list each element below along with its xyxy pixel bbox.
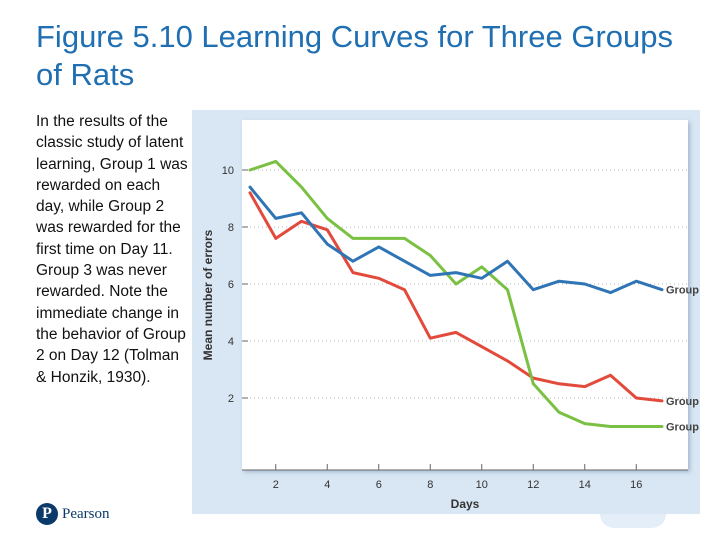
axis-ticks: 2 4 6 8 10 2 4 6 8 10 12 14 16 <box>222 165 643 491</box>
learning-curve-chart: 2 4 6 8 10 2 4 6 8 10 12 14 16 Group 1 Group 2 Group 3… <box>201 120 700 511</box>
x-tick-label: 14 <box>579 479 591 491</box>
x-tick-label: 2 <box>273 479 279 491</box>
series-labels: Group 1 Group 2 Group 3 <box>666 285 700 434</box>
pearson-logo: P Pearson <box>36 502 110 526</box>
slide-title: Figure 5.10 Learning Curves for Three Gr… <box>36 19 673 92</box>
chart-panel: 2 4 6 8 10 2 4 6 8 10 12 14 16 Group 1 Group 2 Group 3… <box>192 110 700 514</box>
series-label-group-2: Group 2 <box>666 422 700 434</box>
y-tick-label: 6 <box>228 279 234 291</box>
series-label-group-1: Group 1 <box>666 396 700 408</box>
y-tick-label: 8 <box>228 222 234 234</box>
pearson-logo-text: Pearson <box>62 505 110 522</box>
x-tick-label: 6 <box>376 479 382 491</box>
x-tick-label: 16 <box>630 479 642 491</box>
x-tick-label: 8 <box>427 479 433 491</box>
x-axis-label: Days <box>451 497 480 511</box>
plot-area <box>242 120 688 470</box>
y-tick-label: 10 <box>222 165 234 177</box>
x-tick-label: 4 <box>324 479 330 491</box>
y-tick-label: 2 <box>228 393 234 405</box>
decorative-shape <box>600 514 666 528</box>
y-axis-label: Mean number of errors <box>201 229 215 360</box>
x-tick-label: 10 <box>476 479 488 491</box>
series-line-group-1 <box>248 191 664 403</box>
series-label-group-3: Group 3 <box>666 285 700 297</box>
figure-caption: In the results of the classic study of l… <box>36 113 188 386</box>
pearson-logo-icon: P <box>36 503 58 525</box>
y-tick-label: 4 <box>228 336 234 348</box>
series-line-group-2 <box>248 159 664 428</box>
series-line-group-3 <box>248 185 664 295</box>
series-lines <box>248 159 664 428</box>
x-tick-label: 12 <box>527 479 539 491</box>
